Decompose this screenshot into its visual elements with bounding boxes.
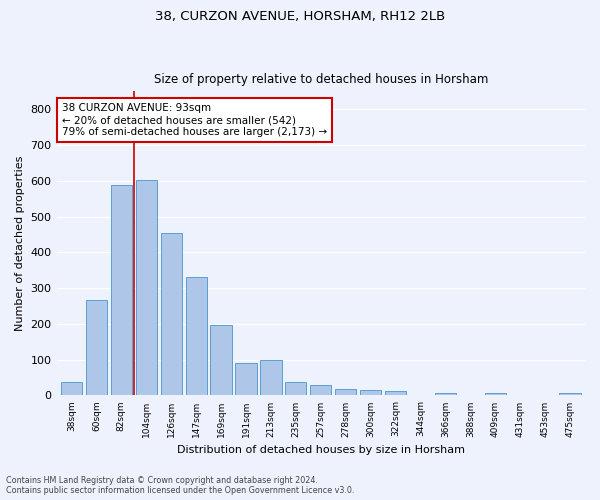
Bar	[435, 392, 456, 396]
Bar	[260, 360, 281, 396]
Text: 38, CURZON AVENUE, HORSHAM, RH12 2LB: 38, CURZON AVENUE, HORSHAM, RH12 2LB	[155, 10, 445, 23]
Bar	[485, 394, 506, 396]
Bar	[385, 392, 406, 396]
Bar	[161, 234, 182, 396]
Bar	[310, 384, 331, 396]
Bar	[185, 278, 207, 396]
Bar	[559, 393, 581, 396]
Bar	[211, 325, 232, 396]
Bar	[235, 363, 257, 396]
X-axis label: Distribution of detached houses by size in Horsham: Distribution of detached houses by size …	[177, 445, 465, 455]
Bar	[335, 390, 356, 396]
Title: Size of property relative to detached houses in Horsham: Size of property relative to detached ho…	[154, 73, 488, 86]
Bar	[136, 180, 157, 396]
Y-axis label: Number of detached properties: Number of detached properties	[15, 156, 25, 331]
Bar	[285, 382, 307, 396]
Bar	[86, 300, 107, 396]
Text: Contains HM Land Registry data © Crown copyright and database right 2024.
Contai: Contains HM Land Registry data © Crown c…	[6, 476, 355, 495]
Bar	[61, 382, 82, 396]
Bar	[360, 390, 381, 396]
Bar	[111, 185, 132, 396]
Text: 38 CURZON AVENUE: 93sqm
← 20% of detached houses are smaller (542)
79% of semi-d: 38 CURZON AVENUE: 93sqm ← 20% of detache…	[62, 104, 327, 136]
